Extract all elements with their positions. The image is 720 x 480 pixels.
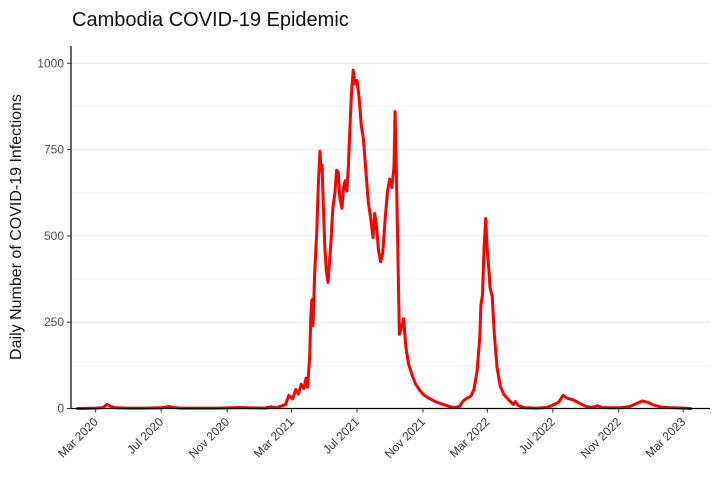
tick-labels: 0 250 500 750 1000 Mar 2020 Jul 2020 Nov 2020 Ma… [37, 56, 688, 461]
grid-lines [71, 62, 710, 366]
x-tick-label: Mar 2023 [643, 414, 689, 460]
y-axis-label: Daily Number of COVID-19 Infections [8, 94, 25, 360]
x-tick-label: Jul 2021 [320, 414, 362, 456]
y-tick-label: 750 [44, 143, 64, 157]
x-tick-label: Mar 2022 [447, 414, 493, 460]
chart-title: Cambodia COVID-19 Epidemic [72, 9, 349, 31]
x-tick-label: Jul 2020 [124, 414, 166, 456]
x-tick-label: Nov 2020 [186, 414, 232, 460]
y-tick-label: 0 [57, 402, 64, 416]
x-tick-label: Nov 2021 [382, 414, 428, 460]
series-layer [75, 68, 693, 410]
series-line [75, 68, 693, 410]
x-tick-label: Mar 2021 [251, 414, 297, 460]
y-tick-label: 250 [44, 315, 64, 329]
y-tick-label: 500 [44, 229, 64, 243]
x-tick-label: Nov 2022 [578, 414, 624, 460]
y-tick-label: 1000 [37, 56, 64, 70]
axes [70, 46, 710, 410]
x-tick-label: Mar 2020 [55, 414, 101, 460]
x-tick-label: Jul 2022 [516, 414, 558, 456]
